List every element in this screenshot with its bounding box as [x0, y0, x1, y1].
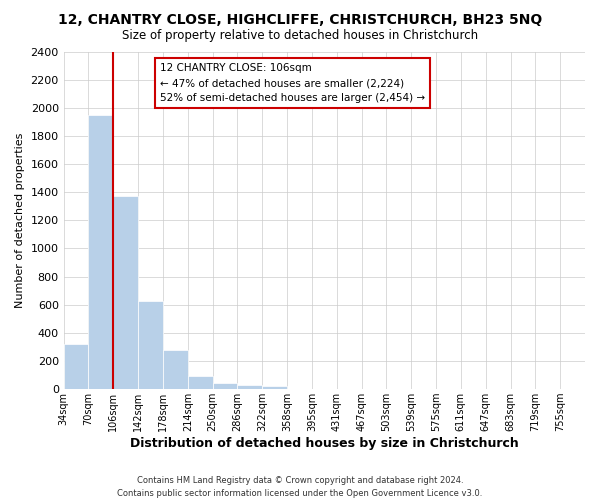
Bar [238, 385, 262, 389]
Bar [64, 344, 88, 389]
Bar [262, 386, 287, 389]
Bar [188, 376, 212, 389]
X-axis label: Distribution of detached houses by size in Christchurch: Distribution of detached houses by size … [130, 437, 519, 450]
Y-axis label: Number of detached properties: Number of detached properties [15, 132, 25, 308]
Text: 12 CHANTRY CLOSE: 106sqm
← 47% of detached houses are smaller (2,224)
52% of sem: 12 CHANTRY CLOSE: 106sqm ← 47% of detach… [160, 64, 425, 103]
Bar [113, 196, 138, 389]
Text: Contains HM Land Registry data © Crown copyright and database right 2024.
Contai: Contains HM Land Registry data © Crown c… [118, 476, 482, 498]
Text: 12, CHANTRY CLOSE, HIGHCLIFFE, CHRISTCHURCH, BH23 5NQ: 12, CHANTRY CLOSE, HIGHCLIFFE, CHRISTCHU… [58, 12, 542, 26]
Text: Size of property relative to detached houses in Christchurch: Size of property relative to detached ho… [122, 29, 478, 42]
Bar [138, 300, 163, 389]
Bar [212, 383, 238, 389]
Bar [88, 115, 113, 389]
Bar [163, 350, 188, 389]
